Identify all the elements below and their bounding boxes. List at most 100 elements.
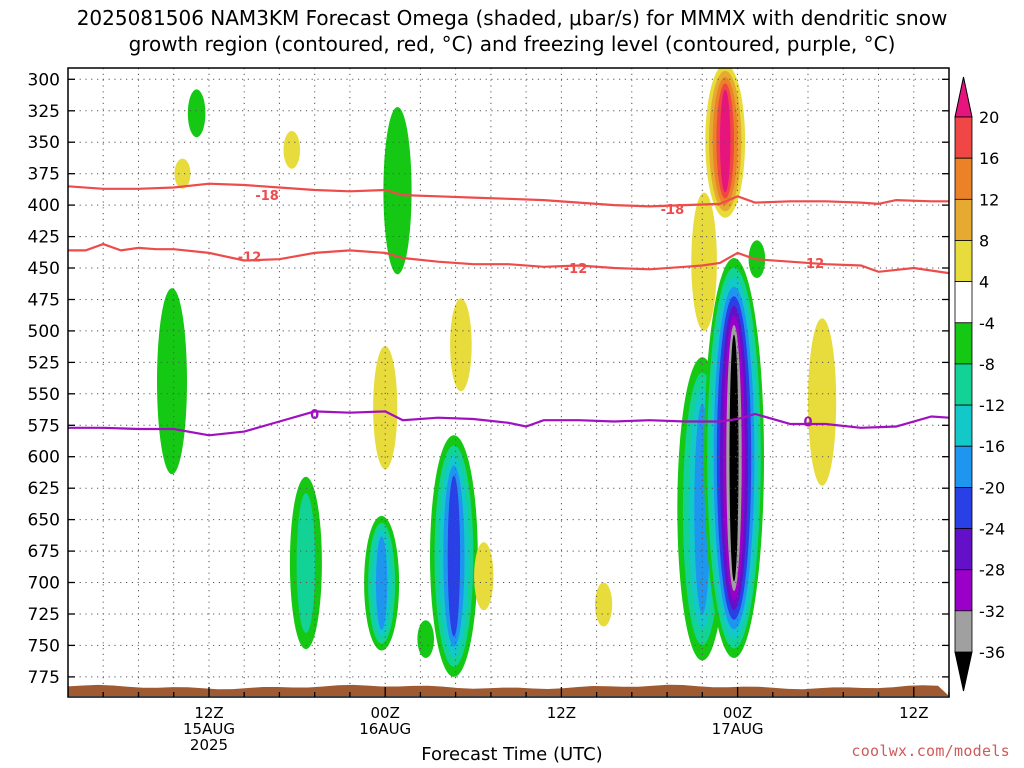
colorbar-label-6: -8 bbox=[979, 355, 995, 374]
colorbar-label-5: -4 bbox=[979, 314, 995, 333]
colorbar: 20 16 12 8 4 -4 -8 -12 -16 -20 -24 -28 -32 -36 bbox=[954, 76, 1005, 692]
y-tick-label-500: 500 bbox=[28, 322, 60, 342]
colorbar-block-11 bbox=[954, 569, 973, 612]
omega-shading bbox=[157, 68, 837, 677]
x-tick-label-3-line2: 17AUG bbox=[712, 720, 764, 738]
colorbar-top-arrow bbox=[954, 76, 973, 118]
x-tick-label-4-line1: 12Z bbox=[899, 704, 928, 722]
colorbar-label-11: -28 bbox=[979, 561, 1005, 580]
omega-cell-0-level-0 bbox=[157, 288, 187, 475]
colorbar-label-0: 20 bbox=[979, 108, 999, 127]
x-tick-label-1-line2: 16AUG bbox=[359, 720, 411, 738]
y-tick-label-625: 625 bbox=[28, 479, 60, 499]
y-tick-label-450: 450 bbox=[28, 259, 60, 279]
colorbar-block-7 bbox=[954, 404, 973, 447]
contour-label-4: 12 bbox=[806, 257, 824, 272]
colorbar-label-2: 12 bbox=[979, 190, 999, 209]
omega-cell-7-level-4 bbox=[447, 475, 461, 637]
colorbar-block-1 bbox=[954, 157, 973, 200]
colorbar-block-2 bbox=[954, 198, 973, 241]
colorbar-label-10: -24 bbox=[979, 520, 1005, 539]
colorbar-label-9: -20 bbox=[979, 478, 1005, 497]
omega-cell-13-level-0 bbox=[691, 192, 717, 331]
x-tick-label-0-line2: 15AUG bbox=[183, 720, 235, 738]
omega-cell-17-level-0 bbox=[808, 318, 837, 486]
chart-title-line-1: 2025081506 NAM3KM Forecast Omega (shaded… bbox=[76, 6, 948, 30]
omega-cell-11-level-0 bbox=[283, 130, 301, 169]
y-tick-label-475: 475 bbox=[28, 291, 60, 311]
colorbar-label-12: -32 bbox=[979, 602, 1005, 621]
colorbar-block-9 bbox=[954, 486, 973, 529]
contour-label-6: 0 bbox=[803, 416, 812, 431]
colorbar-block-6 bbox=[954, 363, 973, 406]
y-tick-label-350: 350 bbox=[28, 133, 60, 153]
colorbar-label-1: 16 bbox=[979, 149, 999, 168]
y-tick-label-425: 425 bbox=[28, 228, 60, 248]
temperature-contours: -18 -18 -12 -12 12 0 0 bbox=[68, 182, 949, 437]
colorbar-bottom-arrow bbox=[954, 651, 973, 692]
omega-cell-9-level-0 bbox=[474, 542, 494, 611]
y-tick-label-775: 775 bbox=[28, 668, 60, 688]
y-tick-label-400: 400 bbox=[28, 196, 60, 216]
y-tick-label-650: 650 bbox=[28, 511, 60, 531]
colorbar-block-5 bbox=[954, 322, 973, 365]
colorbar-block-8 bbox=[954, 445, 973, 488]
terrain-fill bbox=[68, 684, 949, 696]
omega-cell-18-level-0 bbox=[595, 582, 613, 627]
pressure-axis: 300 325 350 375 400 425 450 475 500 525 550 575 600 6… bbox=[28, 70, 949, 688]
omega-cell-2-level-0 bbox=[174, 158, 191, 189]
colorbar-block-0 bbox=[954, 116, 973, 159]
contour-label-3: -12 bbox=[564, 262, 588, 277]
y-tick-label-525: 525 bbox=[28, 353, 60, 373]
colorbar-label-4: 4 bbox=[979, 273, 989, 292]
y-tick-label-600: 600 bbox=[28, 448, 60, 468]
contour-line-0 bbox=[68, 410, 949, 437]
colorbar-label-3: 8 bbox=[979, 232, 989, 251]
chart-title-line-2: growth region (contoured, red, °C) and f… bbox=[128, 32, 896, 56]
omega-cell-1-level-0 bbox=[187, 89, 206, 138]
x-tick-label-0-line3: 2025 bbox=[190, 736, 228, 754]
colorbar-label-13: -36 bbox=[979, 643, 1005, 662]
x-tick-label-3-line1: 00Z bbox=[723, 704, 752, 722]
x-tick-label-2-line1: 12Z bbox=[547, 704, 576, 722]
y-tick-label-575: 575 bbox=[28, 416, 60, 436]
y-tick-label-550: 550 bbox=[28, 385, 60, 405]
terrain-band bbox=[68, 684, 949, 696]
omega-cell-12-level-4 bbox=[720, 89, 731, 193]
contour-line--18 bbox=[68, 182, 949, 208]
colorbar-block-3 bbox=[954, 240, 973, 283]
contour-line--12 bbox=[68, 242, 949, 275]
colorbar-block-4 bbox=[954, 281, 973, 324]
colorbar-label-7: -12 bbox=[979, 396, 1005, 415]
x-axis-label: Forecast Time (UTC) bbox=[421, 744, 603, 765]
y-tick-label-375: 375 bbox=[28, 165, 60, 185]
y-tick-label-675: 675 bbox=[28, 542, 60, 562]
y-tick-label-700: 700 bbox=[28, 574, 60, 594]
x-tick-label-0-line1: 12Z bbox=[194, 704, 223, 722]
omega-cell-8-level-0 bbox=[417, 620, 435, 658]
contour-label-0: -18 bbox=[255, 189, 279, 204]
contour-label-5: 0 bbox=[310, 408, 319, 423]
x-tick-label-1-line1: 00Z bbox=[371, 704, 400, 722]
colorbar-label-8: -16 bbox=[979, 437, 1005, 456]
y-tick-label-725: 725 bbox=[28, 605, 60, 625]
colorbar-block-12 bbox=[954, 610, 973, 653]
y-tick-label-750: 750 bbox=[28, 636, 60, 656]
omega-cell-5-level-1 bbox=[296, 493, 316, 633]
omega-cell-3-level-0 bbox=[383, 107, 412, 275]
omega-cell-6-level-3 bbox=[376, 536, 388, 630]
credit-text: coolwx.com/models bbox=[851, 742, 1010, 760]
omega-cell-4-level-0 bbox=[373, 346, 398, 470]
gridlines bbox=[68, 68, 950, 697]
contour-label-1: -18 bbox=[661, 203, 685, 218]
y-tick-label-325: 325 bbox=[28, 102, 60, 122]
y-tick-label-300: 300 bbox=[28, 70, 60, 90]
plot-frame bbox=[67, 67, 950, 698]
colorbar-block-10 bbox=[954, 528, 973, 571]
omega-cell-15-level-8 bbox=[729, 334, 739, 582]
omega-cell-10-level-0 bbox=[450, 298, 472, 392]
contour-label-2: -12 bbox=[238, 251, 262, 266]
